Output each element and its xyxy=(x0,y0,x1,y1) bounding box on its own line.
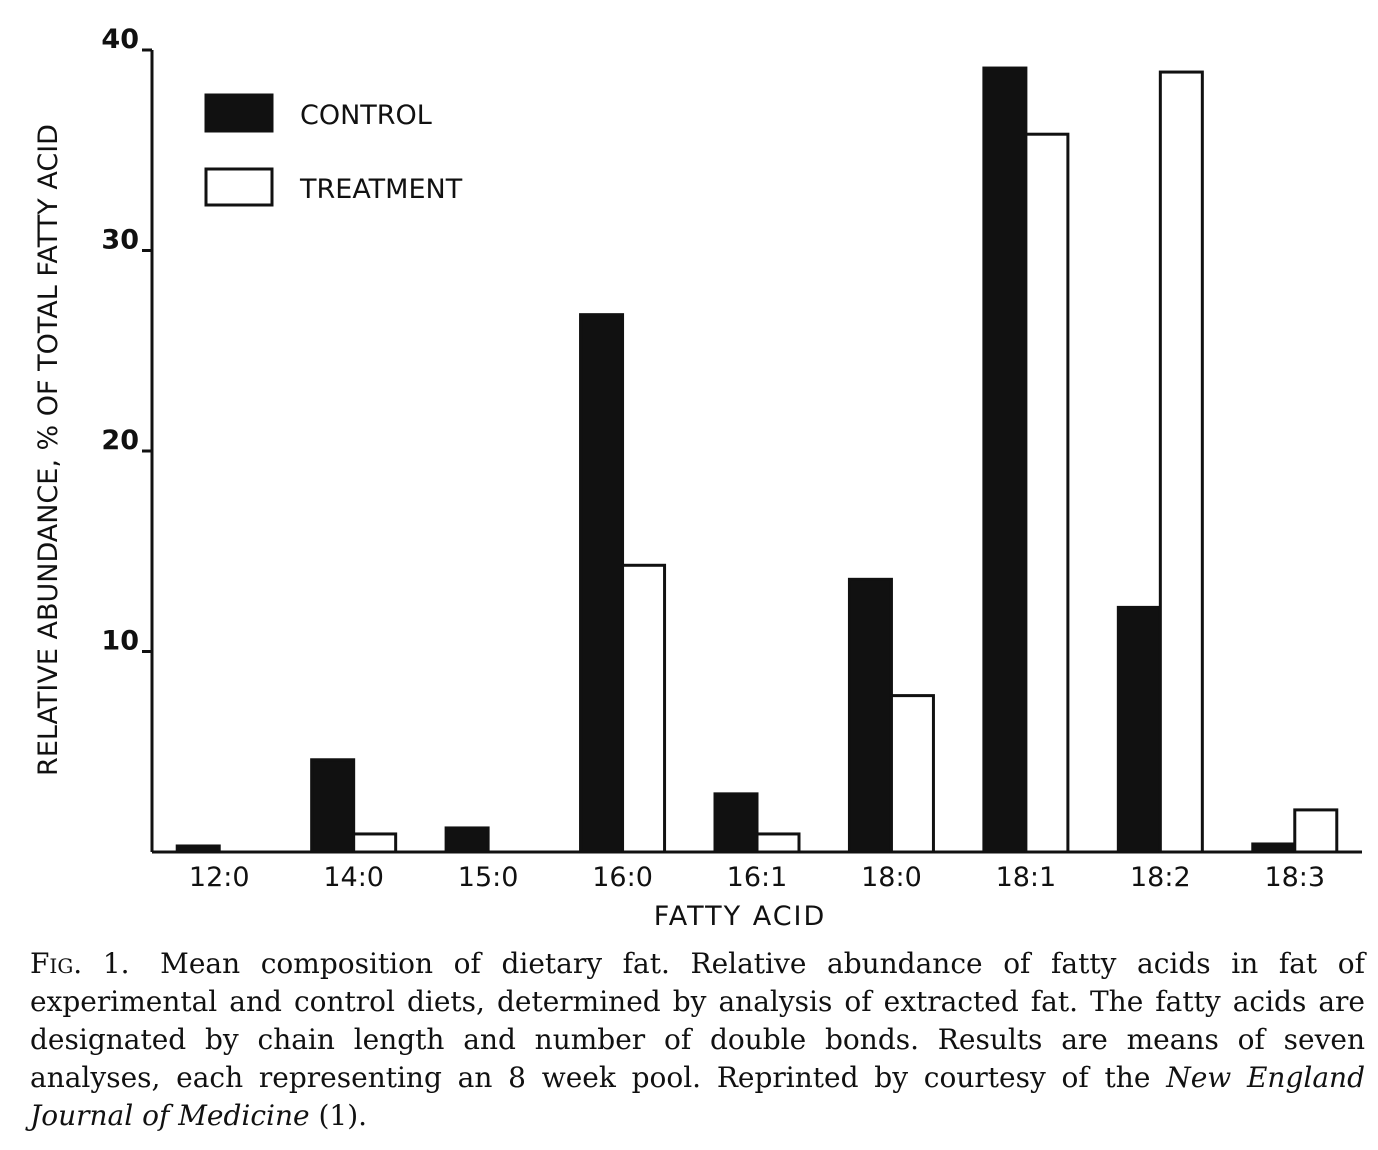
bar-treatment-16-0 xyxy=(621,563,667,854)
x-tick-label: 18:1 xyxy=(996,862,1057,893)
bar-control-18-2 xyxy=(1116,605,1162,854)
caption-ref: (1). xyxy=(318,1099,368,1132)
legend-label-treatment: TREATMENT xyxy=(299,174,463,205)
bar-control-16-0 xyxy=(579,313,625,854)
bar-control-18-0 xyxy=(847,577,893,854)
legend-label-control: CONTROL xyxy=(300,100,432,131)
legend-swatch-control xyxy=(204,93,274,133)
caption-text: Mean composition of dietary fat. Relativ… xyxy=(30,947,1365,1094)
bar-treatment-18-0 xyxy=(889,694,935,854)
x-tick-label: 12:0 xyxy=(189,862,250,893)
y-tick-label: 30 xyxy=(101,225,139,256)
journal-name: New England Journal of Medicine xyxy=(30,1061,1365,1132)
x-axis: 12:0 14:0 15:0 16:0 16:1 18:0 18:1 18:2 18:3 xyxy=(152,850,1362,893)
x-tick-label: 16:0 xyxy=(592,862,653,893)
bar-treatment-18-2 xyxy=(1158,70,1204,854)
bar-control-18-1 xyxy=(982,66,1028,854)
figure-caption: Fig. 1. Mean composition of dietary fat.… xyxy=(30,945,1365,1135)
bar-control-18-3 xyxy=(1251,842,1297,854)
bars xyxy=(175,66,1339,854)
bar-control-15-0 xyxy=(444,826,490,854)
bar-treatment-16-1 xyxy=(755,832,801,854)
x-tick-label: 18:3 xyxy=(1264,862,1325,893)
y-tick-label: 20 xyxy=(101,425,139,456)
bar-treatment-14-0 xyxy=(352,832,398,854)
figure-label: Fig. 1. xyxy=(30,947,130,980)
x-tick-label: 16:1 xyxy=(727,862,788,893)
x-tick-label: 18:0 xyxy=(861,862,922,893)
y-tick-label: 10 xyxy=(101,626,139,657)
x-tick-label: 15:0 xyxy=(458,862,519,893)
x-axis-title: FATTY ACID xyxy=(654,901,827,932)
bar-treatment-18-1 xyxy=(1024,132,1070,854)
y-tick-label: 40 xyxy=(101,24,139,55)
x-tick-label: 18:2 xyxy=(1130,862,1191,893)
y-axis-title: RELATIVE ABUNDANCE, % OF TOTAL FATTY ACI… xyxy=(33,124,64,776)
legend: CONTROL TREATMENT xyxy=(204,93,463,207)
bar-control-14-0 xyxy=(310,758,356,854)
legend-swatch-treatment xyxy=(204,167,274,207)
bar-control-16-1 xyxy=(713,792,759,854)
bar-chart: 10 20 30 40 12:0 14:0 15:0 16:0 16:1 18:0 18:1 18:… xyxy=(33,24,1362,932)
y-axis: 10 20 30 40 xyxy=(101,24,154,852)
bar-treatment-18-3 xyxy=(1293,808,1339,854)
bar-control-12-0 xyxy=(175,844,221,854)
x-tick-label: 14:0 xyxy=(323,862,384,893)
